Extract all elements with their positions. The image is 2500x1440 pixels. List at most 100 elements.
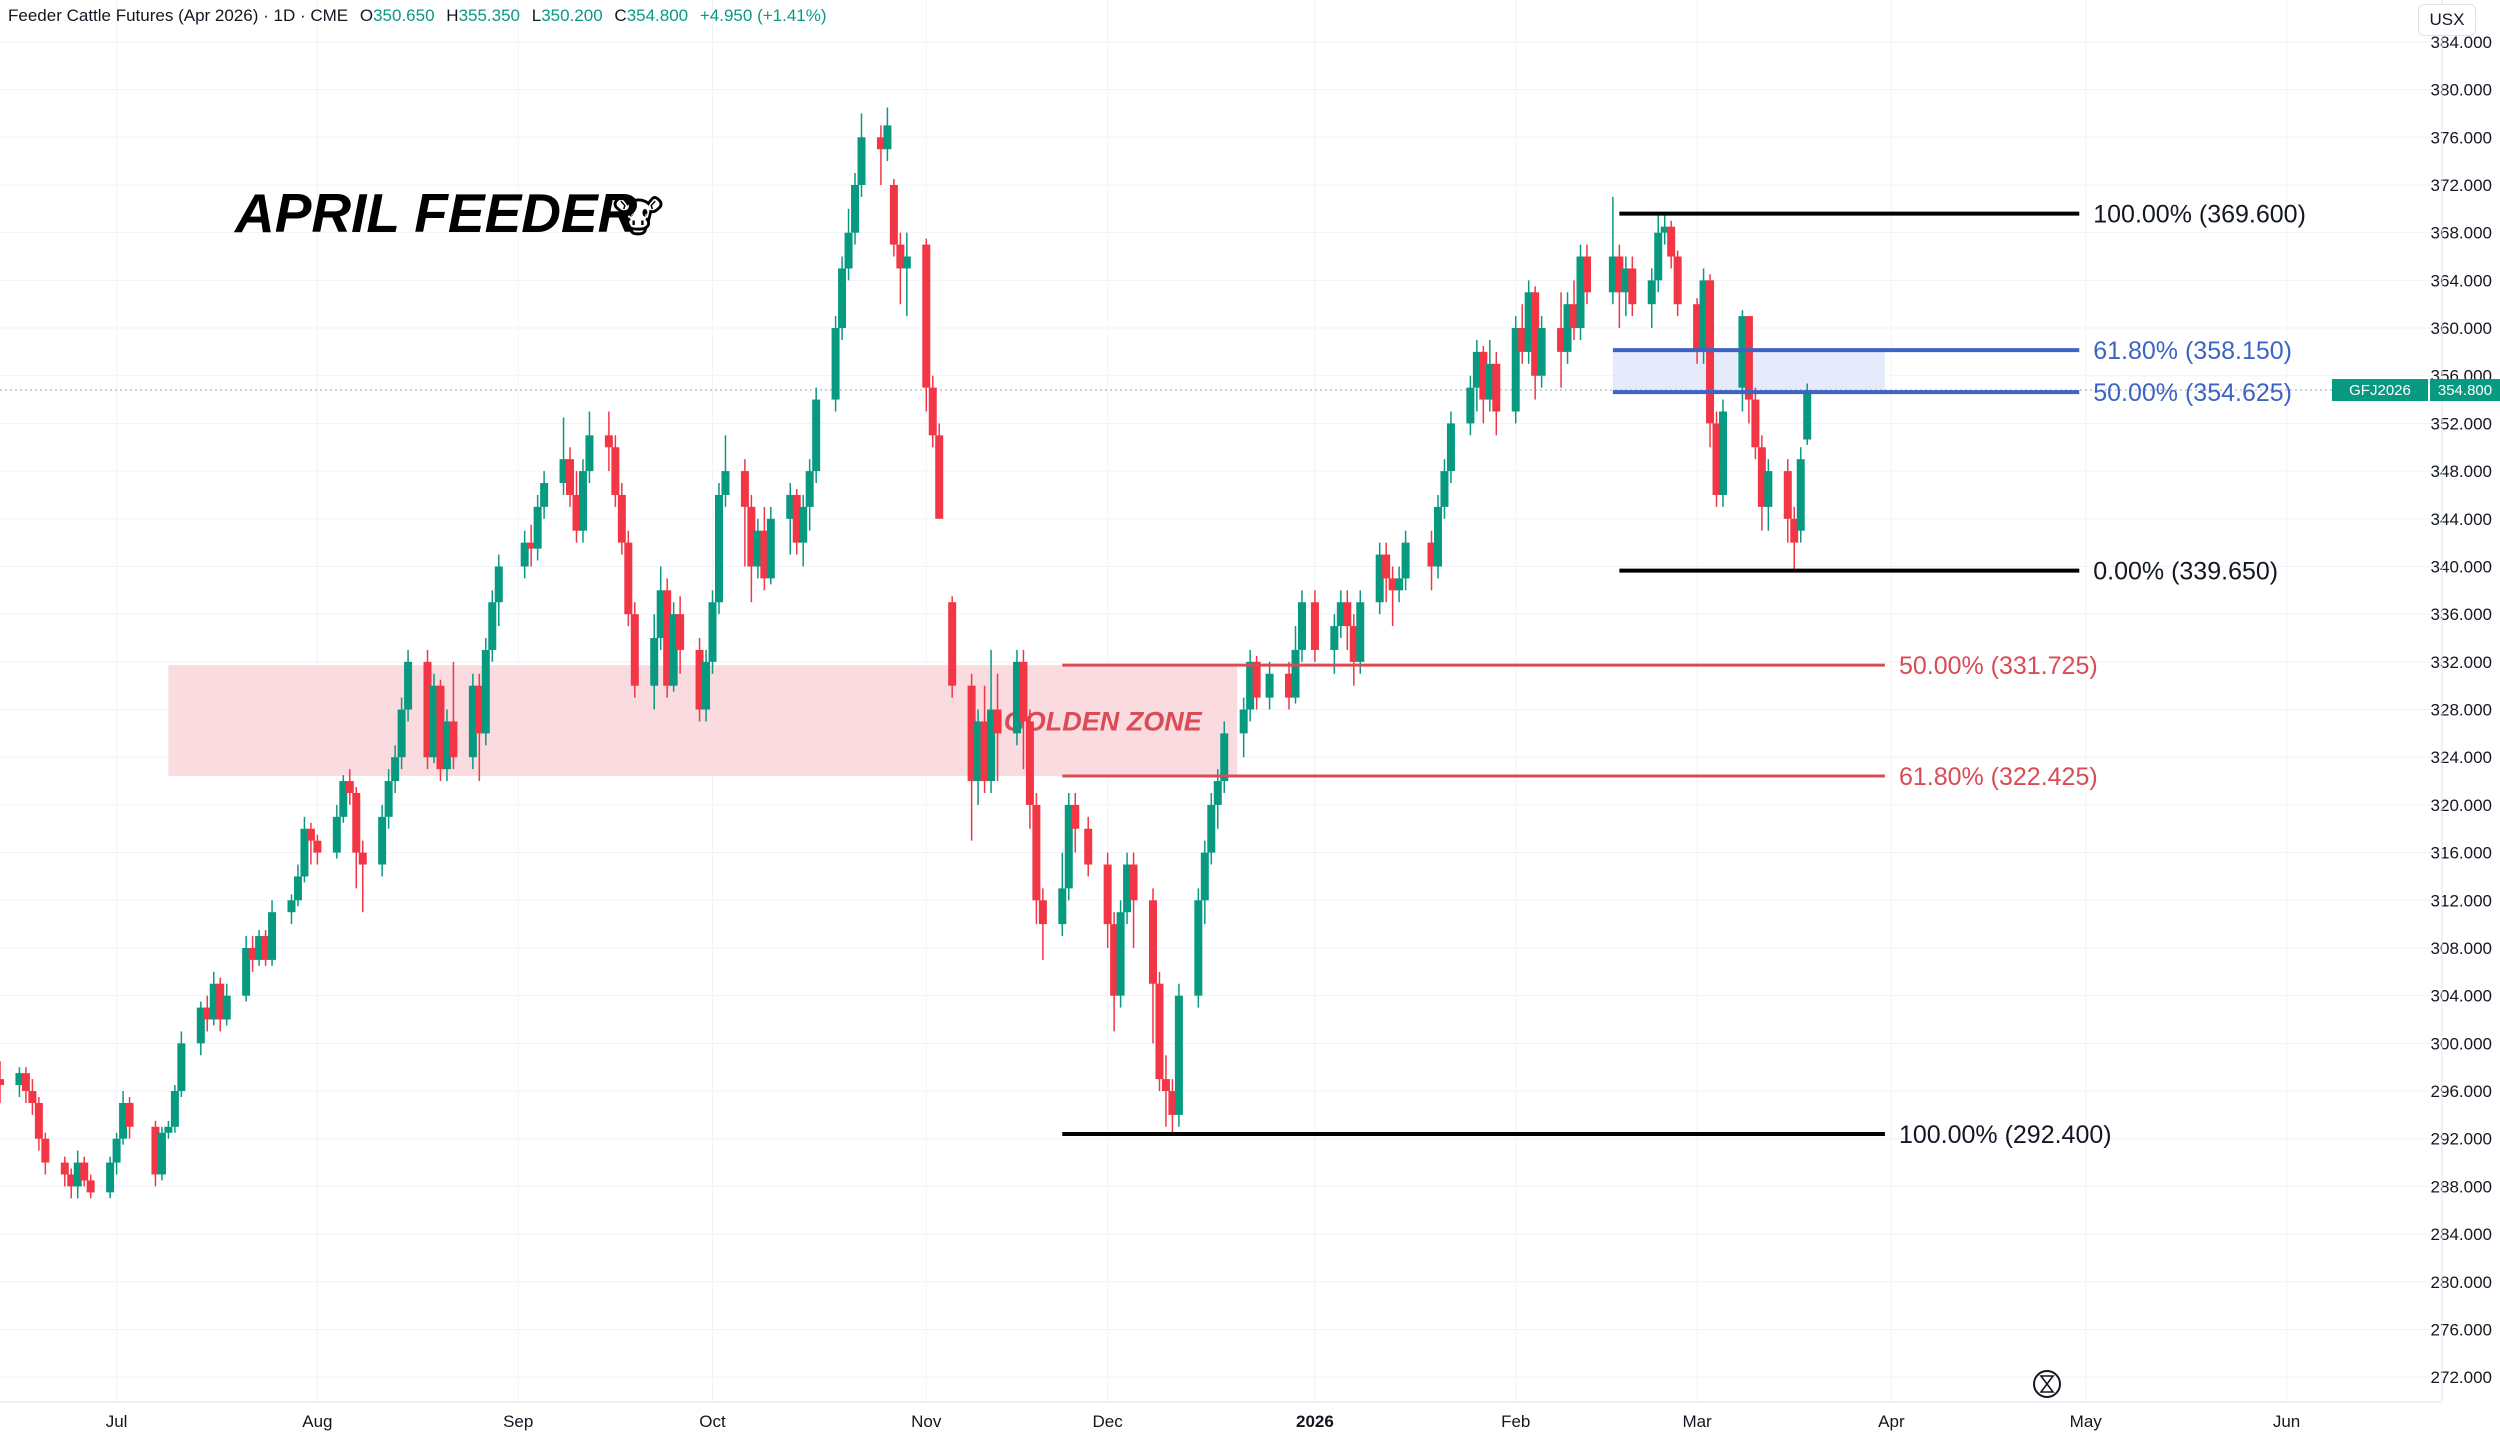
price-tick-label: 312.000 [2431, 891, 2492, 910]
candle-body [572, 494, 581, 531]
candle-body [1466, 387, 1475, 424]
candle-body [1608, 256, 1617, 293]
price-tick-label: 276.000 [2431, 1320, 2492, 1339]
candle-body [1252, 661, 1261, 698]
candle-body [1427, 542, 1436, 567]
candle-body [1492, 363, 1501, 412]
candle-body [151, 1126, 160, 1175]
candle-body [1485, 363, 1494, 400]
candle-body [1667, 226, 1676, 257]
candle-body [261, 936, 270, 960]
candle-body [67, 1174, 76, 1187]
candle-body [578, 471, 587, 531]
fib-level-label: 50.00% (354.625) [2093, 379, 2292, 407]
candle-body [1647, 280, 1656, 305]
candle-body [1174, 995, 1183, 1115]
candle-body [721, 471, 730, 495]
time-tick-label: Jun [2273, 1412, 2300, 1431]
price-tick-label: 272.000 [2431, 1368, 2492, 1387]
price-tick-label: 300.000 [2431, 1034, 2492, 1053]
timer-icon[interactable] [2033, 1370, 2061, 1398]
candle-body [119, 1102, 128, 1139]
candle-body [404, 661, 413, 710]
candle-body [1330, 626, 1339, 650]
candle-body [740, 471, 749, 507]
candle-body [494, 566, 503, 603]
candle-body [857, 137, 866, 185]
candle-body [1472, 351, 1481, 388]
candle-body [1511, 328, 1520, 412]
candle-body [125, 1102, 134, 1127]
price-tick-label: 324.000 [2431, 748, 2492, 767]
time-tick-label: Feb [1501, 1412, 1530, 1431]
high-label: H [446, 6, 459, 25]
candle-body [28, 1091, 37, 1103]
candle-body [203, 1007, 212, 1020]
last-price-tag [2430, 379, 2500, 402]
fib-level-lines[interactable]: 100.00% (369.600) 61.80% (358.150) 50.00% … [233, 182, 2306, 1149]
fib-level-label: 0.00% (339.650) [2093, 558, 2278, 586]
candle-body [112, 1138, 121, 1163]
high-value: 355.350 [458, 6, 521, 25]
currency-button[interactable]: USX [2418, 4, 2476, 36]
price-tick-label: 316.000 [2431, 844, 2492, 863]
price-tick-label: 368.000 [2431, 224, 2492, 243]
candle-body [1161, 1079, 1170, 1092]
candle-body [980, 721, 989, 782]
close-label: C [614, 6, 627, 25]
candle-body [177, 1043, 186, 1092]
candle-body [948, 602, 957, 686]
candle-body [73, 1162, 82, 1187]
candle-body [630, 614, 639, 686]
candle-body [1388, 578, 1397, 591]
time-tick-label: Nov [911, 1412, 942, 1431]
price-tick-label: 336.000 [2431, 605, 2492, 624]
candle-body [1803, 390, 1812, 440]
candle-body [1220, 733, 1229, 782]
price-tick-label: 320.000 [2431, 796, 2492, 815]
price-tick-label: 308.000 [2431, 939, 2492, 958]
candle-body [216, 983, 225, 1020]
time-tick-label: Oct [699, 1412, 726, 1431]
candle-body [1239, 709, 1248, 734]
candle-body [1285, 673, 1294, 698]
candle-body [1246, 661, 1255, 710]
price-tick-label: 384.000 [2431, 33, 2492, 52]
candle-body [1537, 328, 1546, 376]
time-tick-label: May [2070, 1412, 2103, 1431]
candle-body [851, 184, 860, 233]
candle-body [1524, 292, 1533, 352]
candle-body [1310, 602, 1319, 650]
candle-body [429, 685, 438, 758]
candle-body [255, 936, 264, 960]
candle-body [1265, 673, 1274, 698]
candle-body [611, 447, 620, 495]
candle-body [1012, 661, 1021, 734]
price-tick-label: 344.000 [2431, 510, 2492, 529]
candle-body [475, 685, 484, 734]
price-tick-label: 340.000 [2431, 557, 2492, 576]
candle-body [268, 912, 277, 960]
candle-body [993, 709, 1002, 734]
candle-body [566, 459, 575, 495]
fib-level-label: 100.00% (292.400) [1899, 1121, 2112, 1149]
candle-body [313, 840, 322, 853]
price-tick-label: 288.000 [2431, 1177, 2492, 1196]
candle-body [1038, 900, 1047, 925]
candle-body [60, 1162, 69, 1175]
candle-body [1401, 542, 1410, 579]
cow-icon: 🐮 [612, 193, 664, 242]
price-tick-label: 280.000 [2431, 1273, 2492, 1292]
candle-body [468, 685, 477, 758]
candle-body [922, 244, 931, 388]
candle-body [1207, 804, 1216, 853]
price-tick-label: 292.000 [2431, 1130, 2492, 1149]
candle-body [792, 494, 801, 543]
symbol-legend: Feeder Cattle Futures (Apr 2026) · 1D · … [8, 6, 827, 26]
candle-body [902, 256, 911, 269]
price-tick-label: 372.000 [2431, 176, 2492, 195]
candle-body [1557, 328, 1566, 352]
candle-body [669, 614, 678, 686]
